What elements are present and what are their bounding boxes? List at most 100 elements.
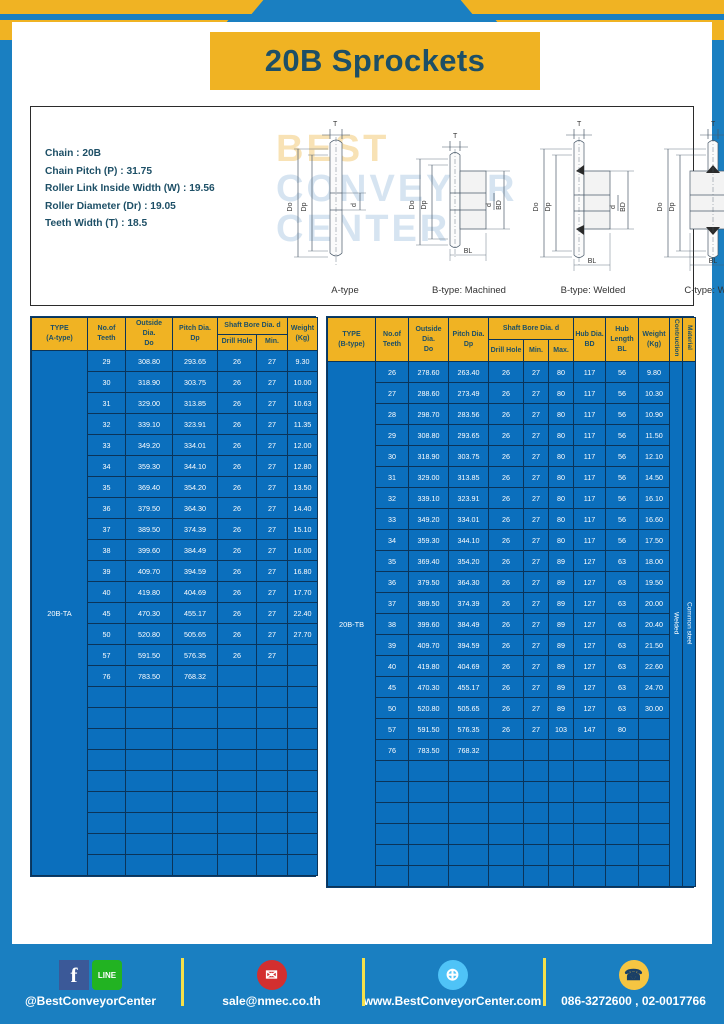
table-cell-empty xyxy=(87,770,126,792)
table-row: 57 591.50 576.35 26 27 xyxy=(32,644,318,666)
table-row: 28 298.70 283.56 26 27 80 117 56 10.90 xyxy=(328,403,696,426)
table-cell: 39 xyxy=(87,560,126,582)
figure-caption-b-machined: B-type: Machined xyxy=(432,285,506,296)
table-cell: 359.30 xyxy=(408,529,449,552)
globe-icon[interactable]: ⊕ xyxy=(437,960,468,990)
svg-text:BL: BL xyxy=(464,248,473,255)
table-row: 31 329.00 313.85 26 27 80 117 56 14.50 xyxy=(328,466,696,489)
table-cell-empty xyxy=(523,781,549,804)
table-cell: 45 xyxy=(87,602,126,624)
table-cell: 409.70 xyxy=(125,560,173,582)
footer-label-email: sale@nmec.co.th xyxy=(222,994,321,1008)
table-cell: 303.75 xyxy=(448,445,489,468)
th-a-outside-dia: Outside Dia. Do xyxy=(125,317,173,351)
table-cell: 384.49 xyxy=(172,539,218,561)
table-cell: 26 xyxy=(488,571,524,594)
table-cell: 329.00 xyxy=(125,392,173,414)
table-cell: 89 xyxy=(547,655,575,678)
footer-item-email[interactable]: ✉ sale@nmec.co.th xyxy=(181,944,362,1024)
table-cell: 35 xyxy=(375,550,409,573)
table-cell: 26 xyxy=(217,560,257,582)
table-cell: 419.80 xyxy=(408,655,449,678)
svg-text:Do: Do xyxy=(657,202,664,211)
table-row: 38 399.60 384.49 26 27 89 127 63 20.40 xyxy=(328,613,696,636)
table-cell: 27 xyxy=(523,571,549,594)
table-cell: 9.30 xyxy=(287,350,318,372)
table-cell: 27 xyxy=(256,623,288,645)
footer-label-social: @BestConveyorCenter xyxy=(24,994,157,1008)
table-cell: 27 xyxy=(256,539,288,561)
table-cell: 283.56 xyxy=(448,403,489,426)
table-cell-empty xyxy=(87,812,126,834)
table-cell-empty xyxy=(256,728,288,750)
table-cell: 56 xyxy=(605,403,640,426)
table-cell: 80 xyxy=(547,508,575,531)
table-row-empty xyxy=(32,707,318,729)
table-cell-empty xyxy=(125,728,173,750)
th-b-outside-dia: Outside Dia. Do xyxy=(408,316,449,363)
table-cell-empty xyxy=(256,707,288,729)
table-cell: 27 xyxy=(256,581,288,603)
table-cell: 56 xyxy=(605,445,640,468)
facebook-icon[interactable]: f xyxy=(59,960,89,990)
table-cell: 349.20 xyxy=(408,508,449,531)
table-cell-empty xyxy=(217,791,257,813)
table-cell: 22.40 xyxy=(287,602,318,624)
mail-icon[interactable]: ✉ xyxy=(256,960,287,990)
svg-text:d: d xyxy=(351,203,358,207)
table-row-empty xyxy=(328,844,696,867)
th-b-construction: Contruction xyxy=(669,316,684,363)
table-cell: 26 xyxy=(217,623,257,645)
table-cell: 40 xyxy=(375,655,409,678)
table-cell: 15.10 xyxy=(287,518,318,540)
th-b-shaft-bore-group: Shaft Bore Dia. d xyxy=(487,316,575,341)
table-row: 38 399.60 384.49 26 27 16.00 xyxy=(32,539,318,561)
table-cell: 27 xyxy=(256,476,288,498)
table-b-header-row-2: Drill Hole Min. Max. xyxy=(328,339,696,363)
table-cell: 576.35 xyxy=(172,644,218,666)
table-cell: 27 xyxy=(523,655,549,678)
table-cell: 127 xyxy=(573,571,607,594)
table-row-empty xyxy=(32,749,318,771)
table-cell-empty xyxy=(547,823,575,846)
table-cell-empty xyxy=(256,812,288,834)
table-cell: 27 xyxy=(523,487,549,510)
table-cell-empty xyxy=(217,812,257,834)
line-icon[interactable]: LINE xyxy=(92,960,122,990)
phone-icon[interactable]: ☎ xyxy=(618,960,649,990)
table-cell-empty xyxy=(448,760,489,783)
table-cell: 26 xyxy=(217,392,257,414)
footer-item-phone[interactable]: ☎ 086-3272600 , 02-0017766 xyxy=(543,944,724,1024)
th-b-hub-length: Hub Length BL xyxy=(605,316,640,363)
table-cell: 57 xyxy=(375,718,409,741)
contact-footer: f LINE @BestConveyorCenter ✉ sale@nmec.c… xyxy=(0,944,724,1024)
table-cell: 318.90 xyxy=(125,371,173,393)
table-cell-empty xyxy=(172,728,218,750)
table-cell: 364.30 xyxy=(448,571,489,594)
cell-material: Common steel xyxy=(682,361,697,888)
table-cell-empty xyxy=(217,854,257,876)
table-cell-empty xyxy=(488,802,524,825)
th-a-teeth: No.of Teeth xyxy=(87,317,126,351)
table-cell: 379.50 xyxy=(408,571,449,594)
table-cell: 27 xyxy=(523,466,549,489)
table-cell: 27 xyxy=(256,602,288,624)
table-cell: 323.91 xyxy=(172,413,218,435)
table-cell: 27.70 xyxy=(287,623,318,645)
table-cell: 334.01 xyxy=(172,434,218,456)
table-cell: 404.69 xyxy=(172,581,218,603)
table-cell: 591.50 xyxy=(125,644,173,666)
th-b-material: Material xyxy=(682,316,697,363)
table-cell: 27 xyxy=(523,634,549,657)
table-cell: 18.00 xyxy=(638,550,671,573)
table-a-body: 20B-TA 29 308.80 293.65 26 27 9.30 30 318.90 303.… xyxy=(31,350,318,876)
table-cell: 117 xyxy=(573,403,607,426)
table-cell-empty xyxy=(256,791,288,813)
table-cell: 26 xyxy=(217,434,257,456)
table-cell-empty xyxy=(287,707,318,729)
footer-item-website[interactable]: ⊕ www.BestConveyorCenter.com xyxy=(362,944,543,1024)
footer-item-social[interactable]: f LINE @BestConveyorCenter xyxy=(0,944,181,1024)
table-cell: 40 xyxy=(87,581,126,603)
document-sheet: 20B Sprockets Chain : 20B Chain Pitch (P… xyxy=(12,22,724,944)
figure-b-welded: T Do Dp d BD BL B-type: Welded xyxy=(518,115,668,300)
